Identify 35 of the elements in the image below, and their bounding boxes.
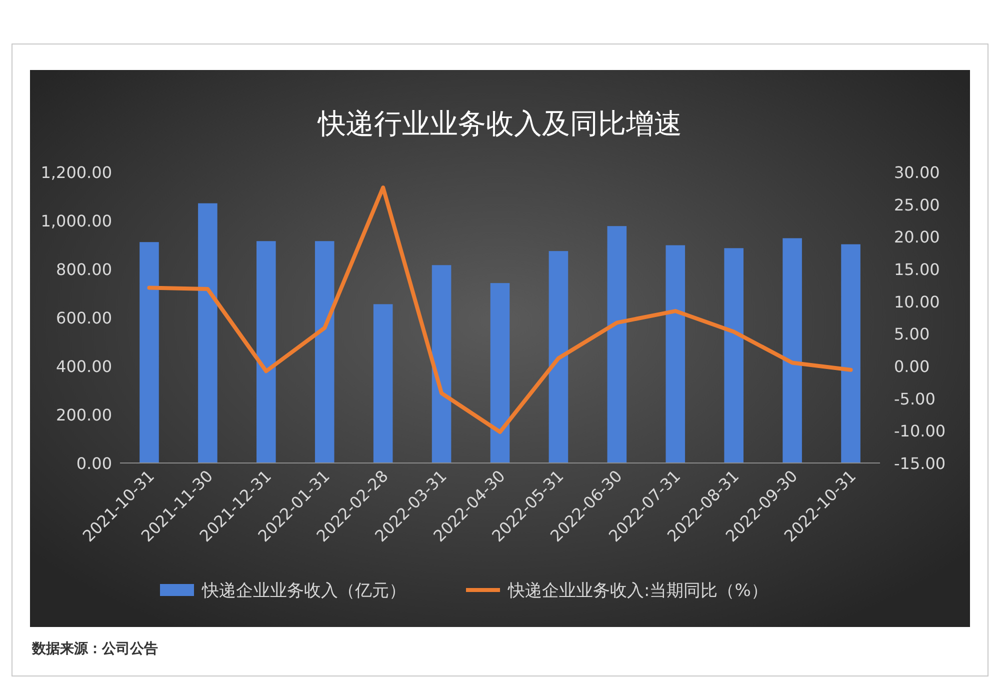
bar	[607, 226, 627, 463]
y-tick-label: 200.00	[56, 406, 112, 424]
bar	[782, 238, 802, 463]
legend-label: 快递企业业务收入（亿元）	[201, 581, 406, 601]
bar	[841, 244, 860, 463]
y2-tick-label: 10.00	[894, 292, 940, 312]
y-tick-label: 1,200.00	[40, 163, 112, 182]
y2-tick-label: 0.00	[894, 357, 930, 376]
y2-tick-label: -5.00	[894, 389, 936, 408]
y2-tick-label: 5.00	[894, 324, 930, 344]
y-tick-label: 800.00	[56, 260, 112, 279]
source-note: 数据来源：公司公告	[31, 641, 158, 657]
y2-tick-label: 30.00	[894, 163, 940, 182]
y2-tick-label: -10.00	[894, 422, 946, 441]
bar	[490, 283, 510, 463]
y-tick-label: 0.00	[76, 454, 112, 473]
y2-tick-label: -15.00	[894, 454, 946, 473]
y2-tick-label: 25.00	[894, 195, 940, 214]
bar	[256, 241, 276, 463]
y-tick-label: 1,000.00	[40, 212, 112, 230]
y-tick-label: 400.00	[56, 357, 112, 376]
bar	[198, 203, 218, 463]
y2-tick-label: 20.00	[894, 228, 940, 247]
bar	[432, 265, 452, 463]
bar	[140, 242, 159, 463]
legend-label: 快递企业业务收入:当期同比（%）	[507, 581, 768, 601]
bar	[666, 245, 686, 463]
bar	[548, 251, 568, 463]
y-tick-label: 600.00	[56, 308, 112, 328]
bar	[373, 304, 393, 463]
y2-tick-label: 15.00	[894, 260, 940, 279]
line-series	[147, 186, 853, 434]
bar	[724, 248, 744, 463]
chart-title: 快递行业业务收入及同比增速	[317, 107, 682, 140]
bar	[314, 241, 334, 463]
